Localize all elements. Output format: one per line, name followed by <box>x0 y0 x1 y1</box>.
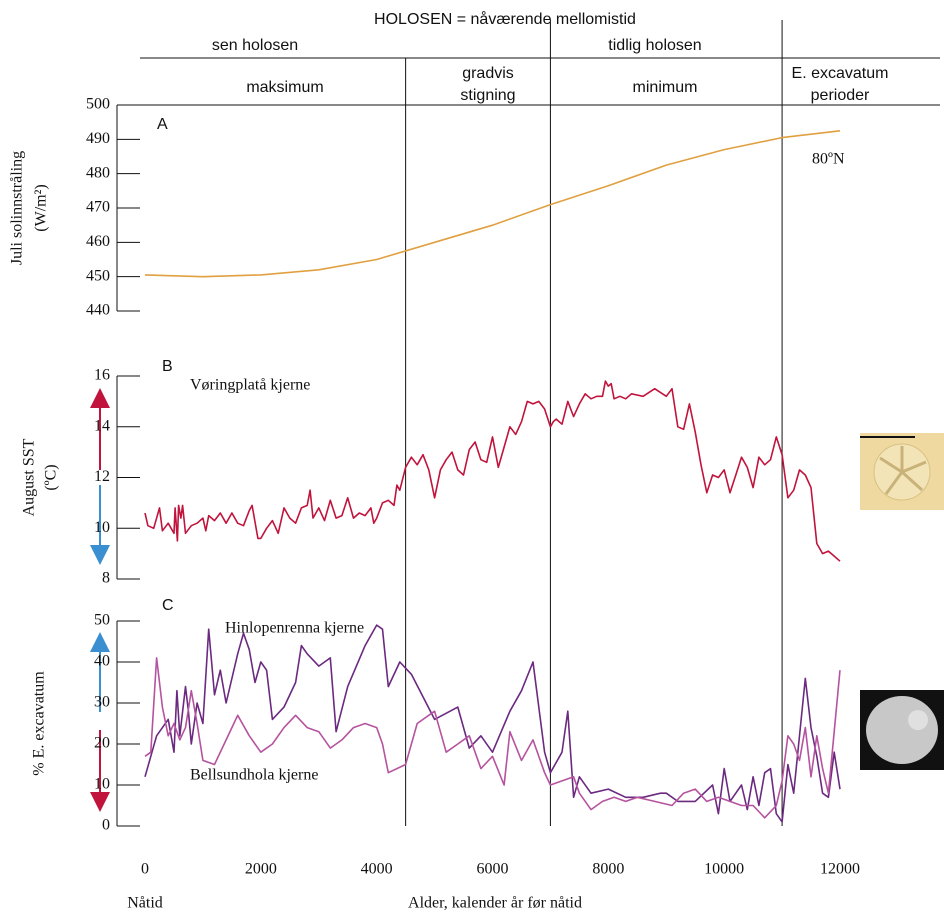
foram-spines <box>879 446 927 495</box>
data-line <box>144 624 841 823</box>
x-axis-label: Alder, kalender år før nåtid <box>408 895 582 912</box>
y-tick-label: 500 <box>86 96 110 113</box>
y-axis-label: Juli solinnstråling <box>9 151 26 265</box>
y-tick-label: 480 <box>86 164 110 181</box>
x-axis-note: Nåtid <box>127 895 163 912</box>
y-tick-label: 10 <box>94 519 110 536</box>
y-tick-label: 30 <box>94 694 110 711</box>
y-tick-label: 10 <box>94 776 110 793</box>
y-tick-label: 20 <box>94 735 110 752</box>
y-tick-label: 470 <box>86 199 110 216</box>
phase-label: minimum <box>633 79 698 96</box>
data-line <box>144 657 841 819</box>
annotation: 80ºN <box>812 151 845 168</box>
phase-label: stigning <box>460 87 515 104</box>
y-tick-label: 50 <box>94 612 110 629</box>
y-tick-label: 8 <box>102 570 110 587</box>
x-tick-label: 2000 <box>245 861 277 878</box>
phase-label: gradvis <box>462 65 514 82</box>
foram-chamber <box>908 710 928 730</box>
foram-photo-1 <box>860 433 944 510</box>
y-tick-label: 14 <box>94 417 110 434</box>
y-tick-label: 440 <box>86 302 110 319</box>
y-tick-label: 12 <box>94 468 110 485</box>
header-title: HOLOSEN = nåværende mellomistid <box>374 10 636 28</box>
y-tick-label: 460 <box>86 233 110 250</box>
x-tick-label: 8000 <box>592 861 624 878</box>
series-label: Vøringplatå kjerne <box>190 377 310 394</box>
phase-label: perioder <box>811 87 870 104</box>
series-label: Hinlopenrenna kjerne <box>225 620 364 637</box>
y-axis-label: % E. excavatum <box>31 671 48 776</box>
panel-label: B <box>162 358 173 375</box>
y-axis-label: (W/m²) <box>33 184 50 231</box>
y-tick-label: 490 <box>86 130 110 147</box>
phase-label: maksimum <box>246 79 323 96</box>
y-tick-label: 16 <box>94 367 110 384</box>
y-axis-label: August SST <box>21 438 38 516</box>
period-label: tidlig holosen <box>608 37 701 54</box>
data-line <box>144 380 841 562</box>
data-line <box>144 130 841 278</box>
period-label: sen holosen <box>212 37 298 54</box>
panel-label: A <box>157 116 168 133</box>
foram-shell <box>866 696 938 764</box>
x-tick-label: 0 <box>141 861 149 878</box>
x-tick-label: 12000 <box>820 861 860 878</box>
y-tick-label: 40 <box>94 653 110 670</box>
x-tick-label: 4000 <box>361 861 393 878</box>
x-tick-label: 6000 <box>477 861 509 878</box>
y-tick-label: 450 <box>86 267 110 284</box>
panel-label: C <box>162 597 174 614</box>
series-label: Bellsundhola kjerne <box>190 767 318 784</box>
foram-photo-2 <box>860 690 944 770</box>
x-tick-label: 10000 <box>704 861 744 878</box>
y-tick-label: 0 <box>102 817 110 834</box>
y-axis-label: (ºC) <box>43 464 60 490</box>
phase-label: E. excavatum <box>792 65 889 82</box>
